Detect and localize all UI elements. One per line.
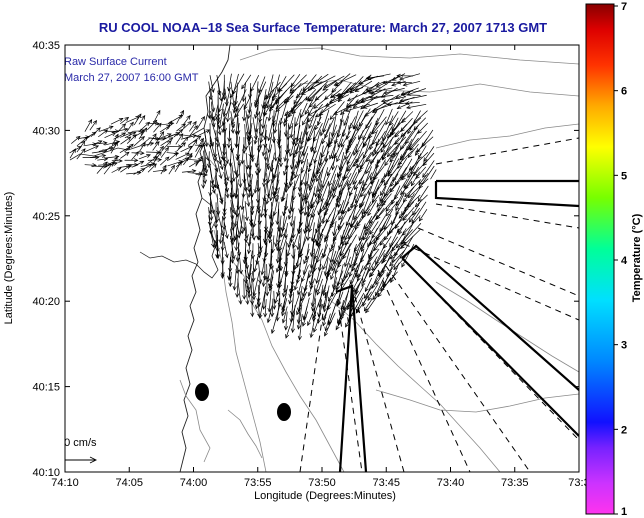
map-area: Raw Surface Current March 27, 2007 16:00… [58,45,579,472]
y-tick-label: 40:10 [32,467,60,479]
y-axis-ticks: 40:35 40:30 40:25 40:20 40:15 40:10 [32,40,579,479]
x-tick-label: 73:35 [501,477,529,489]
y-tick-label: 40:35 [32,40,60,52]
x-axis-ticks: 74:10 74:05 74:00 73:55 73:50 73:45 73:40 73:35… [51,45,590,489]
x-tick-label: 74:05 [115,477,143,489]
y-tick-label: 40:30 [32,125,60,137]
x-tick-label: 73:55 [244,477,272,489]
x-tick-label: 74:10 [51,477,79,489]
inlet [139,251,197,265]
colorbar [585,3,615,515]
buoy-marker [277,403,291,421]
y-tick-label: 40:25 [32,211,60,223]
buoy-marker [195,383,209,401]
scale-arrow [65,456,98,464]
survey-radials [299,137,579,472]
figure-title: RU COOL NOAA–18 Sea Surface Temperature:… [99,20,547,35]
x-tick-label: 73:50 [308,477,336,489]
colorbar-tick-label: 4 [621,255,628,267]
scale-label: 50 cm/s [58,437,97,449]
y-tick-label: 40:20 [32,296,60,308]
overlay-line1: Raw Surface Current [64,56,167,68]
colorbar-tick-label: 5 [621,170,627,182]
overlay-line2: March 27, 2007 16:00 GMT [64,72,199,84]
colorbar-tick-label: 3 [621,340,627,352]
x-tick-label: 74:00 [180,477,208,489]
colorbar-tick-label: 7 [621,1,627,13]
y-tick-label: 40:15 [32,382,60,394]
x-tick-label: 73:40 [437,477,465,489]
current-vectors [69,73,437,341]
x-tick-label: 73:45 [372,477,400,489]
colorbar-label: Temperature (°C) [631,213,643,302]
x-tick-label: 73:3 [568,477,589,489]
colorbar-tick-label: 6 [621,86,627,98]
colorbar-tick-label: 2 [621,424,627,436]
colorbar-ticks: 7 6 5 4 3 2 1 [614,1,628,518]
bathymetry-contours [179,47,579,472]
x-axis-label: Longitude (Degrees:Minutes) [254,490,396,502]
colorbar-tick-label: 1 [621,506,627,518]
coastline [179,45,231,472]
y-axis-label: Latitude (Degrees:Minutes) [3,192,15,325]
